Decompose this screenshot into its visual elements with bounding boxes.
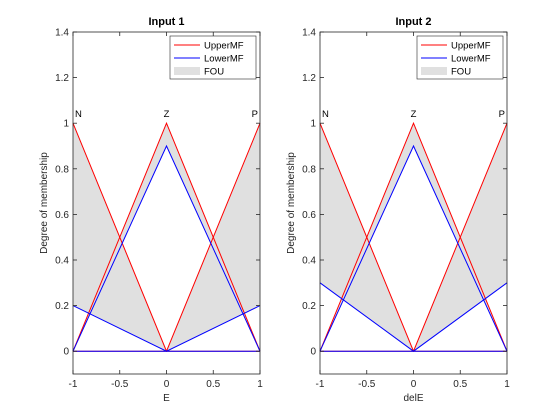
x-axis-label: delE bbox=[403, 393, 423, 404]
x-tick-label: 0 bbox=[411, 379, 417, 390]
y-tick-label: 1.2 bbox=[302, 73, 316, 84]
legend-entry: UpperMF bbox=[451, 41, 491, 52]
mf-label-N: N bbox=[322, 109, 329, 120]
mf-label-Z: Z bbox=[164, 109, 170, 120]
fou-region-3 bbox=[73, 123, 260, 352]
lower-mf-line-2 bbox=[319, 144, 508, 352]
x-tick-label: 1 bbox=[257, 379, 263, 390]
x-axis-label: E bbox=[163, 393, 170, 404]
fou-region-3 bbox=[320, 123, 507, 352]
legend: UpperMF LowerMF FOU bbox=[169, 35, 257, 80]
y-tick-label: 0.2 bbox=[55, 301, 69, 312]
legend-entry: UpperMF bbox=[204, 41, 244, 52]
axes-2: -1 -0.5 0 0.5 1 0 0.2 0.4 0.6 0.8 1 1.2 1.4 Input 2 de… bbox=[286, 16, 510, 404]
mf-label-P: P bbox=[499, 109, 505, 120]
legend-entry: FOU bbox=[204, 67, 224, 78]
x-tick-label: -0.5 bbox=[358, 379, 376, 390]
y-tick-label: 0.6 bbox=[55, 210, 69, 221]
mf-label-N: N bbox=[75, 109, 82, 120]
upper-mf-line-2 bbox=[72, 121, 261, 352]
x-tick-label: 0 bbox=[164, 379, 170, 390]
y-tick-label: 0.2 bbox=[302, 301, 316, 312]
legend-entry: FOU bbox=[451, 67, 471, 78]
chart-title: Input 2 bbox=[395, 16, 431, 28]
x-tick-label: -1 bbox=[316, 379, 325, 390]
y-tick-label: 0.4 bbox=[55, 256, 69, 267]
y-axis-label: Degree of membership bbox=[39, 152, 50, 254]
legend: UpperMF LowerMF FOU bbox=[416, 35, 504, 80]
lower-mf-line-3 bbox=[73, 305, 261, 352]
mf-label-P: P bbox=[252, 109, 258, 120]
y-tick-label: 0 bbox=[63, 347, 69, 358]
mf-label-Z: Z bbox=[411, 109, 417, 120]
axes-1: -1 -0.5 0 0.5 1 0 0.2 0.4 0.6 0.8 1 1.2 1.4 Input 1 E D… bbox=[39, 16, 263, 404]
x-tick-label: 0.5 bbox=[206, 379, 220, 390]
y-tick-label: 0.4 bbox=[302, 256, 316, 267]
x-tick-label: -1 bbox=[69, 379, 78, 390]
y-tick-label: 0.6 bbox=[302, 210, 316, 221]
y-axis-label: Degree of membership bbox=[286, 152, 297, 254]
x-tick-label: -0.5 bbox=[111, 379, 129, 390]
upper-mf-line-2 bbox=[319, 121, 508, 352]
legend-entry: LowerMF bbox=[204, 54, 244, 65]
y-tick-label: 1.2 bbox=[55, 73, 69, 84]
y-tick-label: 0 bbox=[310, 347, 316, 358]
y-tick-label: 1 bbox=[63, 119, 69, 130]
legend-entry: LowerMF bbox=[451, 54, 491, 65]
y-tick-label: 0.8 bbox=[302, 164, 316, 175]
fou-region-1 bbox=[73, 123, 260, 352]
lower-mf-line-2 bbox=[72, 144, 261, 352]
chart-title: Input 1 bbox=[148, 16, 184, 28]
x-tick-label: 1 bbox=[504, 379, 510, 390]
y-tick-label: 1.4 bbox=[302, 28, 316, 39]
legend-fou-swatch bbox=[174, 67, 200, 75]
lower-mf-line-3 bbox=[320, 282, 508, 352]
y-tick-label: 0.8 bbox=[55, 164, 69, 175]
legend-fou-swatch bbox=[421, 67, 447, 75]
fou-region-1 bbox=[320, 123, 507, 352]
y-tick-label: 1.4 bbox=[55, 28, 69, 39]
y-tick-label: 1 bbox=[310, 119, 316, 130]
x-tick-label: 0.5 bbox=[453, 379, 467, 390]
